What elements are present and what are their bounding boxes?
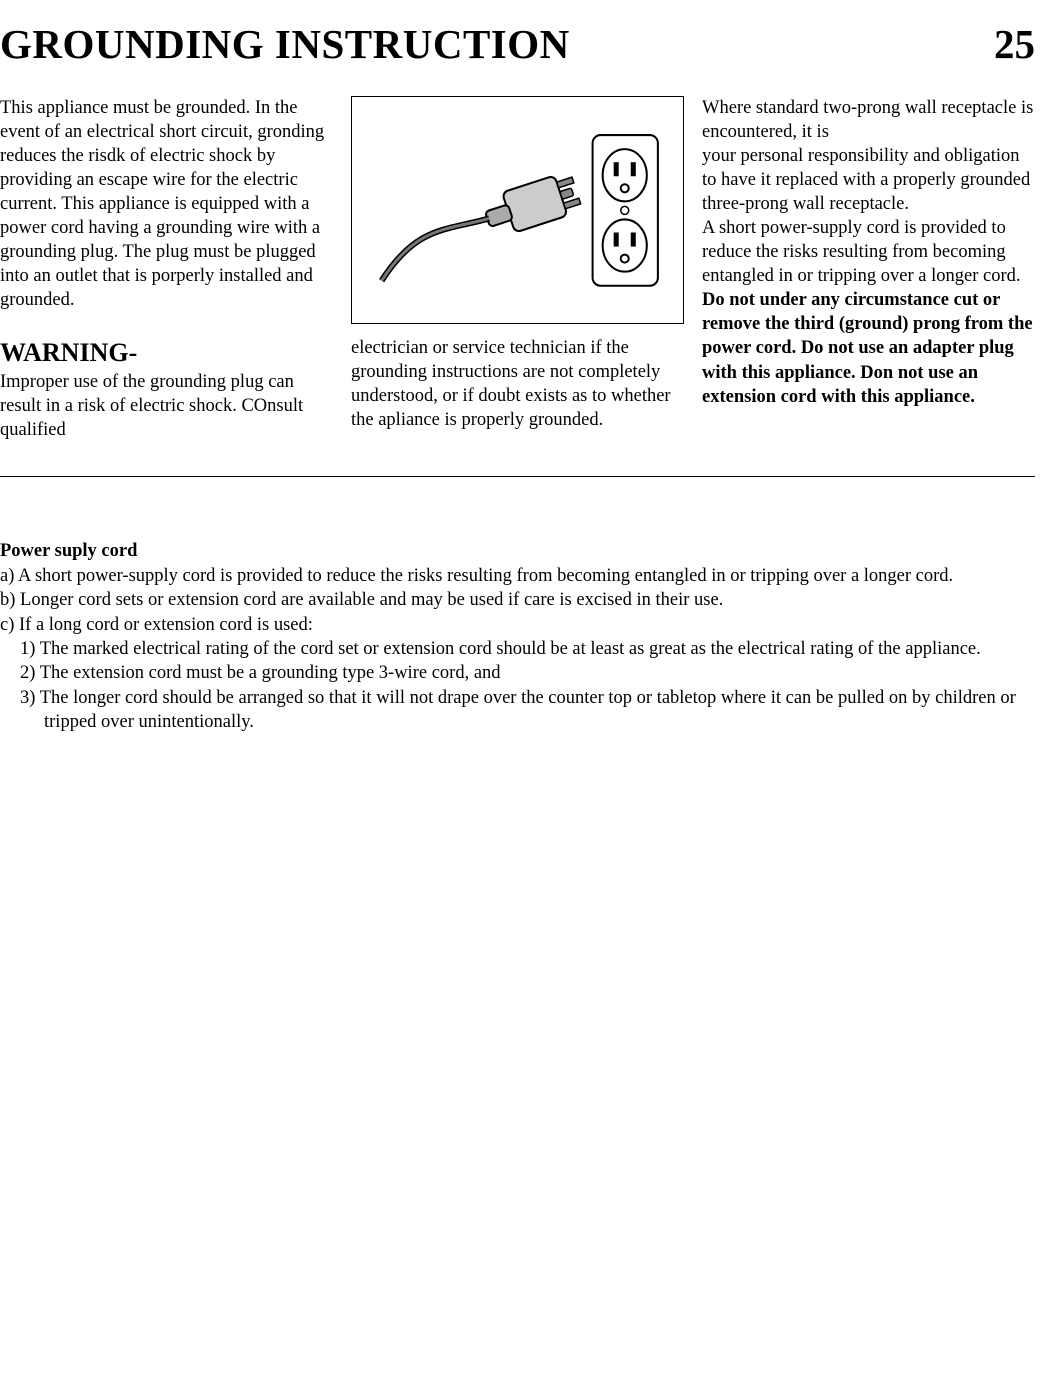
power-cord-heading: Power suply cord	[0, 539, 1035, 563]
power-cord-section: Power suply cord a) A short power-supply…	[0, 539, 1035, 734]
warning-body: Improper use of the grounding plug can r…	[0, 370, 333, 442]
three-column-body: This appliance must be grounded. In the …	[0, 96, 1035, 442]
col3-block: your personal responsibility and obligat…	[702, 144, 1035, 409]
intro-paragraph: This appliance must be grounded. In the …	[0, 96, 333, 312]
item-a: a) A short power-supply cord is provided…	[0, 564, 1035, 588]
item-b: b) Longer cord sets or extension cord ar…	[0, 588, 1035, 612]
col2-para2: Where standard two-prong wall receptacle…	[702, 96, 1035, 144]
section-divider	[0, 476, 1035, 477]
item-c2: 2) The extension cord must be a groundin…	[0, 661, 1035, 685]
item-c1: 1) The marked electrical rating of the c…	[0, 637, 1035, 661]
page-title: GROUNDING INSTRUCTION	[0, 20, 570, 68]
page-header: GROUNDING INSTRUCTION 25	[0, 20, 1035, 68]
col3-para2: A short power-supply cord is provided to…	[702, 218, 1021, 286]
item-c: c) If a long cord or extension cord is u…	[0, 613, 1035, 637]
plug-outlet-illustration	[351, 96, 684, 324]
warning-heading: WARNING-	[0, 336, 333, 370]
col3-warning-bold: Do not under any circumstance cut or rem…	[702, 290, 1033, 406]
warning-block: WARNING- Improper use of the grounding p…	[0, 336, 333, 442]
plug-outlet-icon	[365, 120, 670, 301]
page-number: 25	[994, 20, 1035, 68]
item-c3: 3) The longer cord should be arranged so…	[0, 686, 1035, 735]
col2-continuation: electrician or service technician if the…	[351, 336, 684, 432]
col3-para1: your personal responsibility and obligat…	[702, 146, 1030, 214]
